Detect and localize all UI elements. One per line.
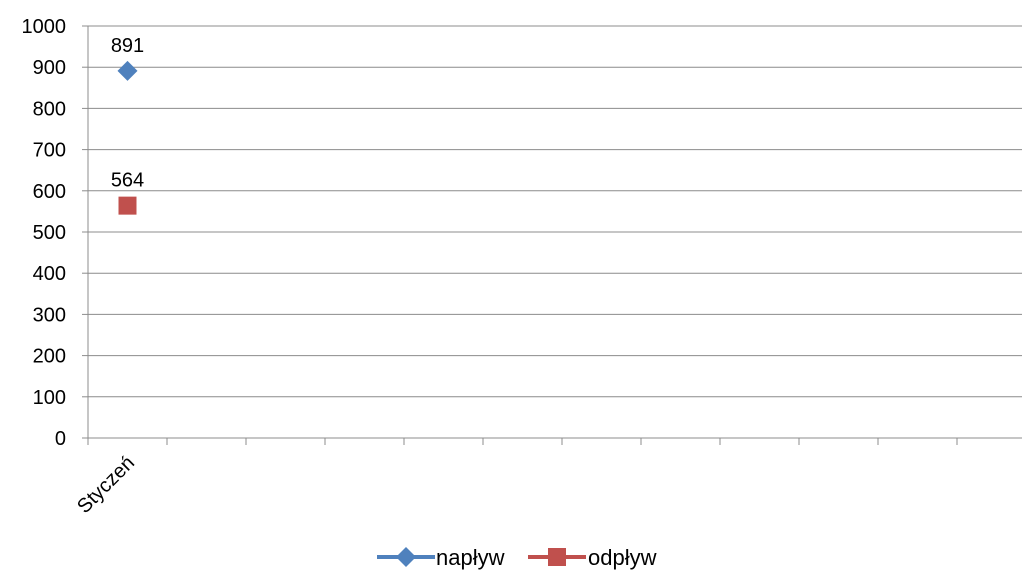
y-tick-label: 0 (55, 428, 66, 450)
y-tick-label: 400 (33, 263, 66, 285)
y-tick-label: 600 (33, 181, 66, 203)
napyw-point (117, 60, 138, 81)
legend: napływ odpływ (377, 545, 657, 570)
gridlines (88, 25, 1022, 398)
data-marks: 891 564 (111, 35, 144, 215)
legend-napyw-marker (396, 547, 416, 567)
legend-odpyw-label: odpływ (588, 545, 657, 570)
y-axis: 0 100 200 300 400 500 600 700 800 900 1000 (22, 16, 89, 450)
x-axis: Styczeń (73, 437, 1022, 518)
y-tick-label: 500 (33, 222, 66, 244)
y-tick-label: 100 (33, 387, 66, 409)
y-tick-label: 1000 (22, 16, 67, 38)
odpyw-data-label: 564 (111, 170, 144, 192)
y-tick-label: 300 (33, 304, 66, 326)
legend-napyw-label: napływ (436, 545, 505, 570)
y-tick-label: 200 (33, 346, 66, 368)
y-tick-label: 900 (33, 57, 66, 79)
napyw-data-label: 891 (111, 35, 144, 57)
y-tick-label: 800 (33, 98, 66, 120)
odpyw-point (118, 196, 137, 215)
legend-odpyw-marker (548, 548, 566, 566)
x-tick-label: Styczeń (73, 452, 139, 518)
y-tick-label: 700 (33, 140, 66, 162)
